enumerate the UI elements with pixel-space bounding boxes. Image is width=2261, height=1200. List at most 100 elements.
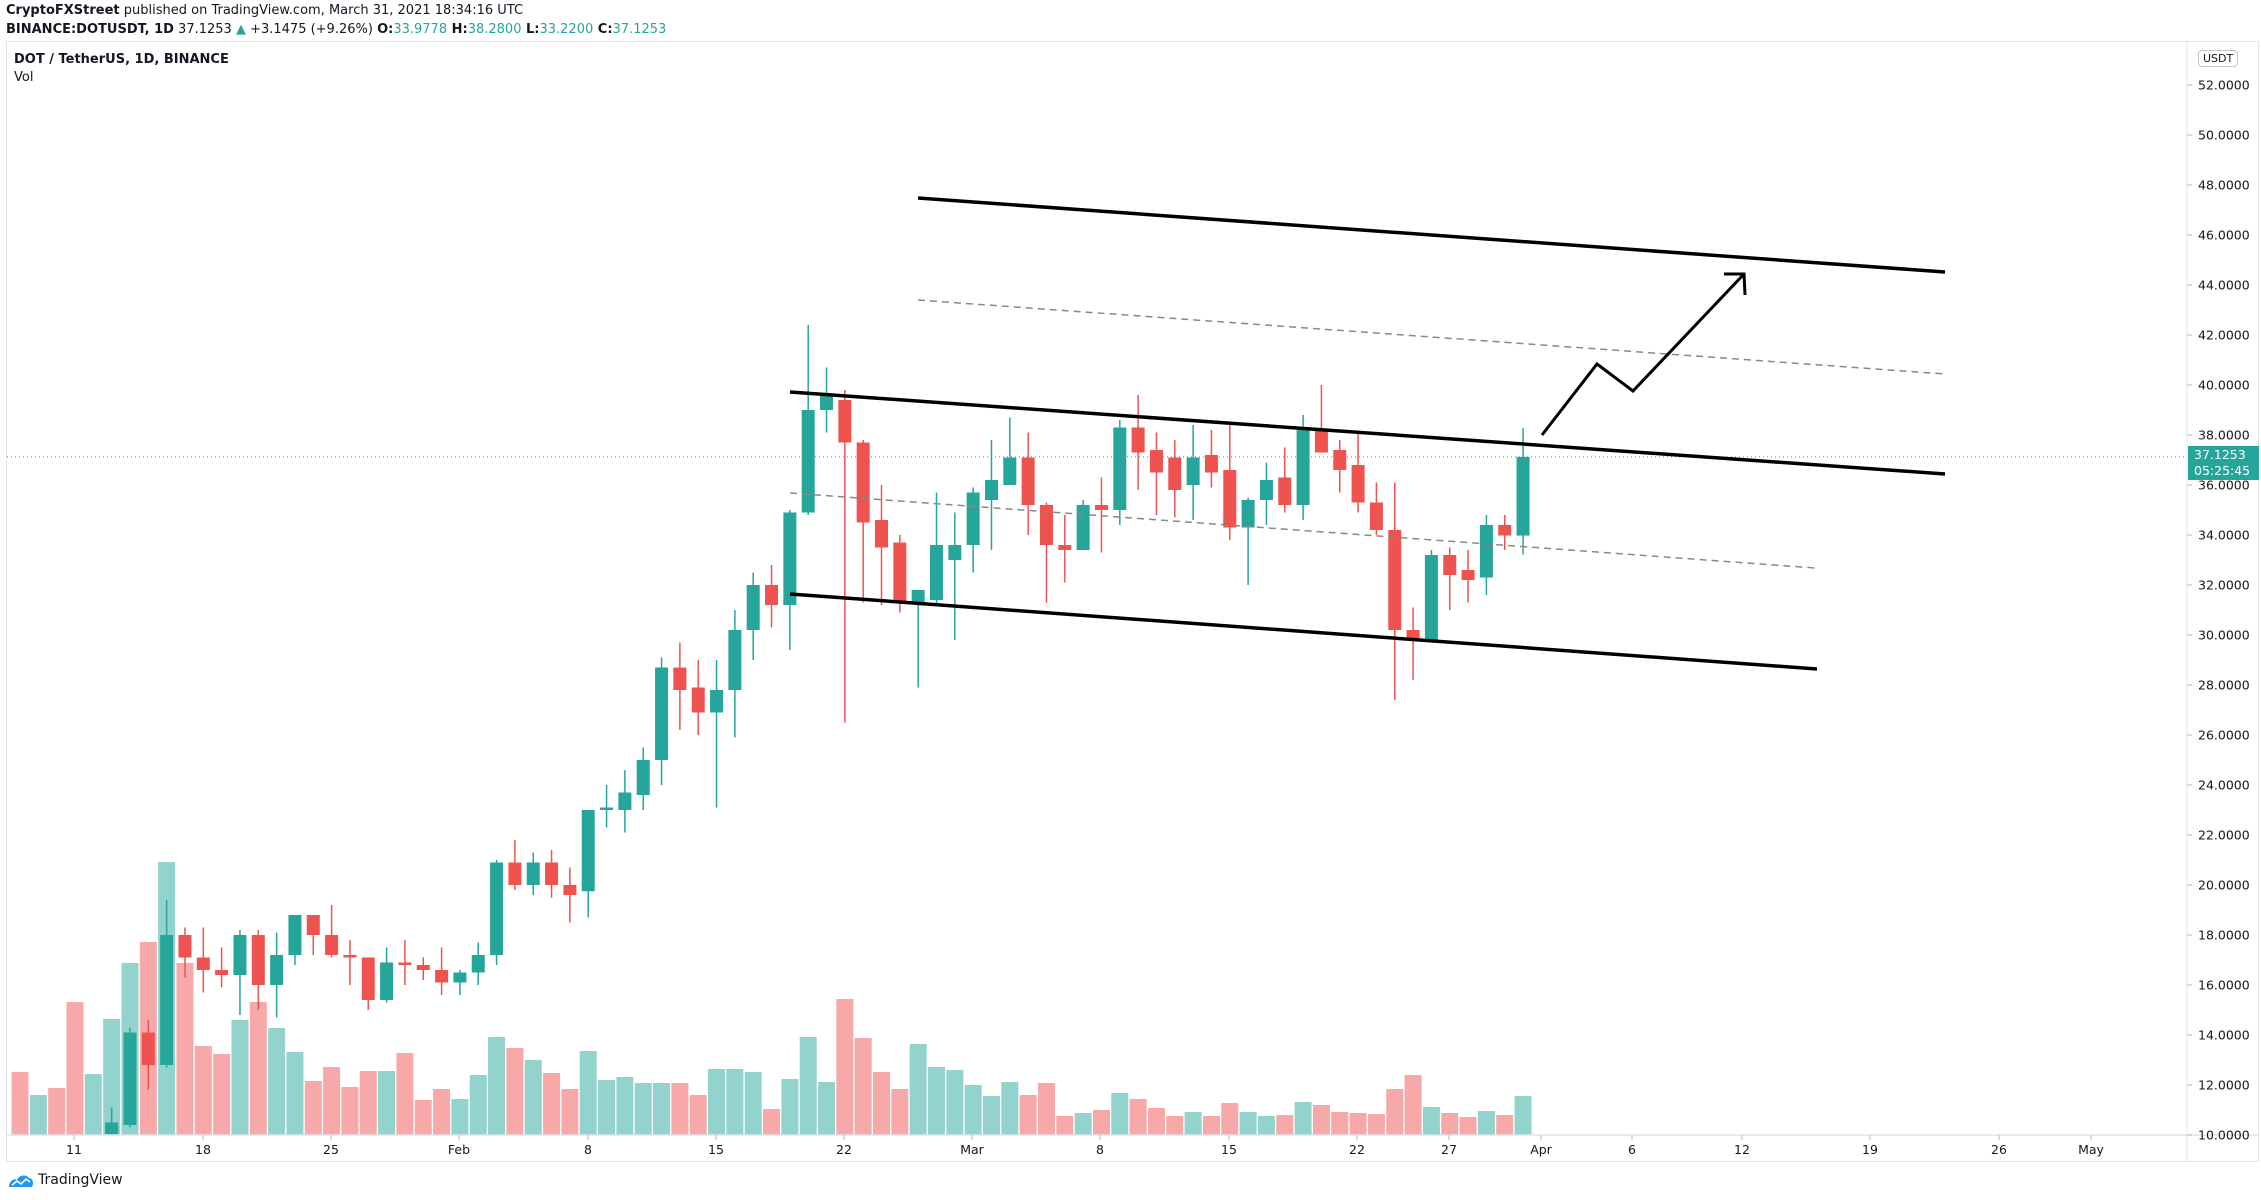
y-tick-label: 34.0000: [2198, 528, 2250, 543]
volume-bar: [854, 1038, 872, 1135]
candle: [1278, 447, 1292, 513]
candle: [1039, 502, 1053, 603]
volume-bar: [433, 1089, 451, 1135]
candle: [105, 1107, 119, 1135]
candle: [1131, 395, 1145, 490]
volume-bar: [488, 1037, 506, 1135]
y-tick-label: 26.0000: [2198, 728, 2250, 743]
candle: [618, 770, 632, 833]
x-tick-label: 18: [195, 1142, 211, 1157]
volume-bar: [176, 963, 194, 1135]
y-tick-label: 10.0000: [2198, 1128, 2250, 1143]
volume-bar: [616, 1077, 634, 1135]
y-tick-label: 14.0000: [2198, 1028, 2250, 1043]
volume-bar: [671, 1083, 689, 1135]
volume-bar: [304, 1081, 322, 1135]
candle: [141, 1020, 155, 1090]
volume-bar: [1001, 1082, 1019, 1135]
volume-bar: [359, 1071, 377, 1135]
high-value: 38.2800: [467, 22, 522, 37]
candle: [1406, 607, 1420, 680]
volume-bar: [66, 1002, 84, 1135]
arrowhead-icon: [1724, 272, 1747, 296]
x-tick-label: 26: [1991, 1142, 2007, 1157]
candle: [893, 535, 907, 613]
dashed-trendline: [917, 299, 1946, 375]
volume-bar: [1092, 1110, 1110, 1135]
candle: [801, 325, 815, 515]
publish-info: CryptoFXStreet published on TradingView.…: [6, 3, 523, 19]
candle: [1333, 440, 1347, 493]
volume-bar: [506, 1048, 524, 1135]
volume-bar: [1037, 1083, 1055, 1135]
candle: [1204, 430, 1218, 488]
x-tick-label: 15: [1221, 1142, 1237, 1157]
candle: [1461, 550, 1475, 603]
candle: [746, 572, 760, 660]
x-tick-label: 25: [323, 1142, 339, 1157]
candle: [123, 1027, 137, 1128]
publisher-name: CryptoFXStreet: [6, 3, 120, 18]
candle: [490, 860, 504, 965]
volume-indicator-label[interactable]: Vol: [14, 70, 34, 85]
y-tick-label: 20.0000: [2198, 878, 2250, 893]
y-tick-label: 12.0000: [2198, 1078, 2250, 1093]
volume-bar: [341, 1087, 359, 1135]
channel-trendline: [917, 196, 1946, 274]
y-tick-label: 18.0000: [2198, 928, 2250, 943]
close-label: C:: [593, 22, 613, 37]
volume-bar: [1147, 1108, 1165, 1135]
volume-bar: [964, 1085, 982, 1135]
x-tick-label: Mar: [960, 1142, 984, 1157]
y-tick-label: 52.0000: [2198, 78, 2250, 93]
candle: [380, 947, 394, 1003]
currency-button[interactable]: USDT: [2198, 50, 2239, 67]
candle: [838, 390, 852, 723]
candle: [1369, 482, 1383, 535]
volume-bar: [1404, 1075, 1422, 1135]
candle: [856, 440, 870, 603]
current-price: 37.1253: [2194, 447, 2246, 462]
low-label: L:: [521, 22, 540, 37]
volume-bar: [763, 1109, 781, 1135]
volume-bar: [11, 1072, 29, 1135]
volume-bar: [194, 1046, 212, 1135]
volume-bar: [469, 1075, 487, 1135]
x-tick-label: 22: [1349, 1142, 1365, 1157]
volume-bar: [836, 999, 854, 1135]
volume-bar: [982, 1096, 1000, 1135]
candle: [673, 642, 687, 730]
volume-bar: [873, 1072, 891, 1135]
volume-bar: [891, 1089, 909, 1135]
volume-bar: [1441, 1113, 1459, 1135]
x-tick-label: 8: [584, 1142, 592, 1157]
y-tick-label: 28.0000: [2198, 678, 2250, 693]
series-title: DOT / TetherUS, 1D, BINANCE: [14, 52, 229, 67]
volume-bar: [286, 1052, 304, 1135]
volume-bar: [1056, 1116, 1074, 1135]
candle: [306, 915, 320, 955]
tradingview-logo[interactable]: TradingView: [8, 1172, 123, 1188]
candle: [911, 590, 925, 688]
candle: [1003, 417, 1017, 485]
volume-bar: [781, 1079, 799, 1135]
candle: [1259, 462, 1273, 525]
volume-bar: [1496, 1115, 1514, 1135]
volume-bar: [1129, 1099, 1147, 1135]
candle: [50, 1148, 63, 1168]
volume-bar: [103, 1019, 121, 1135]
candle: [160, 900, 174, 1068]
volume-bar: [451, 1099, 469, 1135]
candle: [581, 810, 595, 918]
volume-bar: [543, 1073, 561, 1135]
candle: [948, 512, 962, 640]
candle: [1186, 425, 1200, 520]
candle: [508, 840, 522, 890]
candle: [765, 565, 779, 628]
open-label: O:: [377, 22, 394, 37]
chart-frame: [6, 41, 2259, 1162]
x-tick-label: 6: [1628, 1142, 1636, 1157]
candle: [416, 957, 430, 980]
candle: [1076, 500, 1090, 550]
